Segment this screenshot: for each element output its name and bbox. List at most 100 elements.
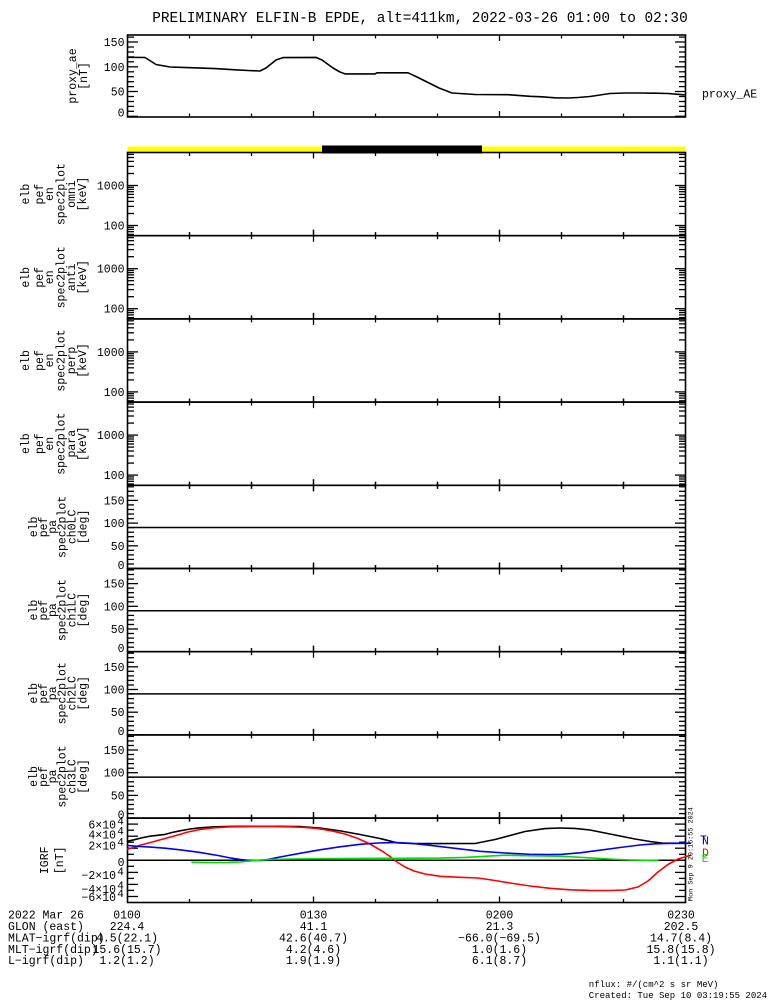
svg-text:pa: pa — [47, 520, 60, 534]
svg-text:[deg]: [deg] — [77, 759, 90, 794]
svg-text:15.6(15.7): 15.6(15.7) — [92, 944, 161, 957]
svg-text:50: 50 — [111, 707, 125, 720]
svg-text:4: 4 — [117, 881, 124, 893]
svg-text:en: en — [44, 437, 57, 451]
svg-text:pef: pef — [34, 350, 47, 371]
svg-text:[deg]: [deg] — [77, 676, 90, 711]
svg-text:[keV]: [keV] — [77, 343, 90, 378]
svg-text:elb: elb — [20, 184, 33, 205]
svg-text:proxy_ae: proxy_ae — [67, 48, 80, 103]
svg-text:anti: anti — [66, 263, 79, 291]
svg-text:pef: pef — [34, 267, 47, 288]
svg-text:ch2LC: ch2LC — [66, 676, 79, 711]
svg-text:spec2plot: spec2plot — [56, 579, 69, 641]
svg-text:4×10: 4×10 — [88, 830, 116, 843]
svg-text:ch3LC: ch3LC — [66, 759, 79, 794]
svg-text:150: 150 — [104, 662, 125, 675]
svg-text:−2×10: −2×10 — [81, 870, 116, 883]
svg-text:50: 50 — [111, 624, 125, 637]
svg-text:6.1(8.7): 6.1(8.7) — [472, 955, 527, 968]
svg-text:202.5: 202.5 — [664, 921, 699, 934]
svg-text:pef: pef — [38, 516, 51, 537]
svg-text:omni: omni — [66, 180, 79, 208]
svg-text:41.1: 41.1 — [300, 921, 328, 934]
svg-text:1.2(1.2): 1.2(1.2) — [99, 955, 154, 968]
svg-text:0200: 0200 — [486, 910, 514, 923]
svg-text:pa: pa — [47, 686, 60, 700]
svg-text:0: 0 — [118, 809, 125, 822]
svg-text:50: 50 — [111, 790, 125, 803]
svg-text:PRELIMINARY ELFIN-B EPDE, alt=: PRELIMINARY ELFIN-B EPDE, alt=411km, 202… — [152, 11, 687, 27]
svg-text:0: 0 — [118, 726, 125, 739]
svg-text:en: en — [44, 187, 57, 201]
svg-text:spec2plot: spec2plot — [56, 662, 69, 724]
svg-text:150: 150 — [104, 745, 125, 758]
svg-text:−66.0(−69.5): −66.0(−69.5) — [458, 933, 541, 946]
svg-text:elb: elb — [28, 516, 41, 537]
svg-text:0: 0 — [118, 643, 125, 656]
svg-text:pef: pef — [34, 184, 47, 205]
svg-text:42.6(40.7): 42.6(40.7) — [279, 933, 348, 946]
svg-text:pef: pef — [38, 600, 51, 621]
svg-text:4.5(22.1): 4.5(22.1) — [96, 933, 158, 946]
svg-text:elb: elb — [20, 350, 33, 371]
svg-text:4: 4 — [117, 817, 124, 829]
svg-text:100: 100 — [104, 518, 125, 531]
svg-text:0100: 0100 — [113, 910, 141, 923]
svg-text:0: 0 — [118, 108, 125, 121]
svg-text:pef: pef — [34, 433, 47, 454]
svg-text:nflux: #/(cm^2 s sr MeV): nflux: #/(cm^2 s sr MeV) — [589, 980, 719, 990]
svg-text:1.0(1.6): 1.0(1.6) — [472, 944, 527, 957]
svg-text:elb: elb — [28, 766, 41, 787]
svg-text:0: 0 — [118, 560, 125, 573]
svg-text:2×10: 2×10 — [88, 840, 116, 853]
svg-text:spec2plot: spec2plot — [56, 496, 69, 558]
svg-text:[deg]: [deg] — [77, 510, 90, 545]
svg-text:[nT]: [nT] — [54, 846, 67, 874]
svg-text:−4×10: −4×10 — [81, 884, 116, 897]
svg-text:150: 150 — [104, 495, 125, 508]
svg-text:elb: elb — [28, 683, 41, 704]
svg-text:150: 150 — [104, 579, 125, 592]
svg-text:elb: elb — [20, 267, 33, 288]
svg-text:150: 150 — [104, 37, 125, 50]
svg-text:[deg]: [deg] — [77, 593, 90, 628]
svg-text:50: 50 — [111, 87, 125, 100]
svg-text:100: 100 — [104, 601, 125, 614]
svg-text:D: D — [702, 847, 709, 860]
svg-text:1000: 1000 — [97, 430, 125, 443]
svg-text:spec2plot: spec2plot — [55, 246, 68, 308]
svg-text:100: 100 — [104, 685, 125, 698]
svg-text:1000: 1000 — [97, 181, 125, 194]
svg-text:100: 100 — [104, 62, 125, 75]
svg-text:100: 100 — [104, 470, 125, 483]
svg-text:2022 Mar 26: 2022 Mar 26 — [8, 910, 84, 923]
svg-text:[keV]: [keV] — [77, 260, 90, 295]
svg-text:IGRF: IGRF — [39, 846, 52, 874]
svg-text:pef: pef — [38, 766, 51, 787]
svg-text:elb: elb — [28, 600, 41, 621]
svg-text:N: N — [702, 835, 709, 848]
svg-text:100: 100 — [104, 387, 125, 400]
svg-text:−6×10: −6×10 — [81, 892, 116, 905]
svg-text:100: 100 — [104, 768, 125, 781]
svg-text:Created: Tue Sep 10 03:19:55 2: Created: Tue Sep 10 03:19:55 2024 — [589, 991, 767, 1000]
svg-text:224.4: 224.4 — [110, 921, 145, 934]
svg-text:elb: elb — [20, 433, 33, 454]
svg-text:100: 100 — [104, 221, 125, 234]
svg-text:1000: 1000 — [97, 264, 125, 277]
svg-text:[nT]: [nT] — [78, 62, 91, 90]
svg-text:0: 0 — [118, 857, 125, 870]
svg-text:spec2plot: spec2plot — [55, 329, 68, 391]
svg-text:1.9(1.9): 1.9(1.9) — [286, 955, 341, 968]
svg-text:en: en — [44, 354, 57, 368]
svg-text:0130: 0130 — [300, 910, 328, 923]
svg-text:en: en — [44, 270, 57, 284]
svg-text:6×10: 6×10 — [88, 820, 116, 833]
svg-text:4: 4 — [117, 827, 124, 839]
svg-text:proxy_AE: proxy_AE — [702, 89, 757, 102]
svg-text:15.8(15.8): 15.8(15.8) — [646, 944, 715, 957]
svg-text:0230: 0230 — [667, 910, 695, 923]
svg-text:50: 50 — [111, 541, 125, 554]
svg-text:ch0LC: ch0LC — [66, 510, 79, 545]
